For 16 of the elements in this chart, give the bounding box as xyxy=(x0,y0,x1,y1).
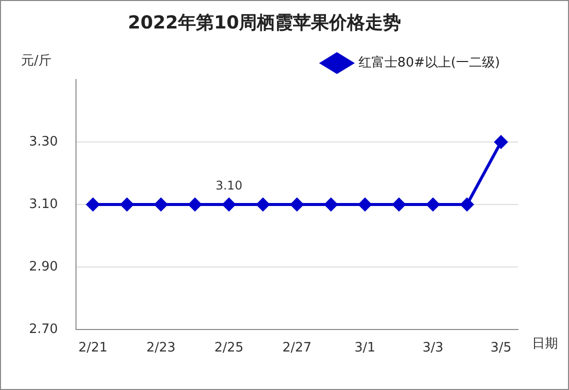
y-tick-label: 2.70 xyxy=(28,322,58,337)
x-tick-label: 3/1 xyxy=(354,340,376,356)
y-axis-title: 元/斤 xyxy=(21,53,52,68)
x-tick-label: 2/27 xyxy=(282,340,312,356)
y-tick-label: 2.90 xyxy=(28,259,58,274)
x-tick-label: 2/23 xyxy=(146,340,176,356)
x-tick-label: 3/3 xyxy=(422,340,444,356)
y-tick-label: 3.30 xyxy=(28,134,58,150)
x-axis-title: 日期 xyxy=(532,336,558,352)
legend-label: 红富士80#以上(一二级) xyxy=(358,54,500,70)
x-tick-label: 2/21 xyxy=(78,340,108,356)
chart-title: 2022年第10周栖霞苹果价格走势 xyxy=(128,12,402,34)
data-label: 3.10 xyxy=(216,178,242,193)
y-tick-label: 3.10 xyxy=(28,196,58,212)
x-tick-label: 3/5 xyxy=(490,340,512,356)
x-tick-label: 2/25 xyxy=(214,340,244,356)
